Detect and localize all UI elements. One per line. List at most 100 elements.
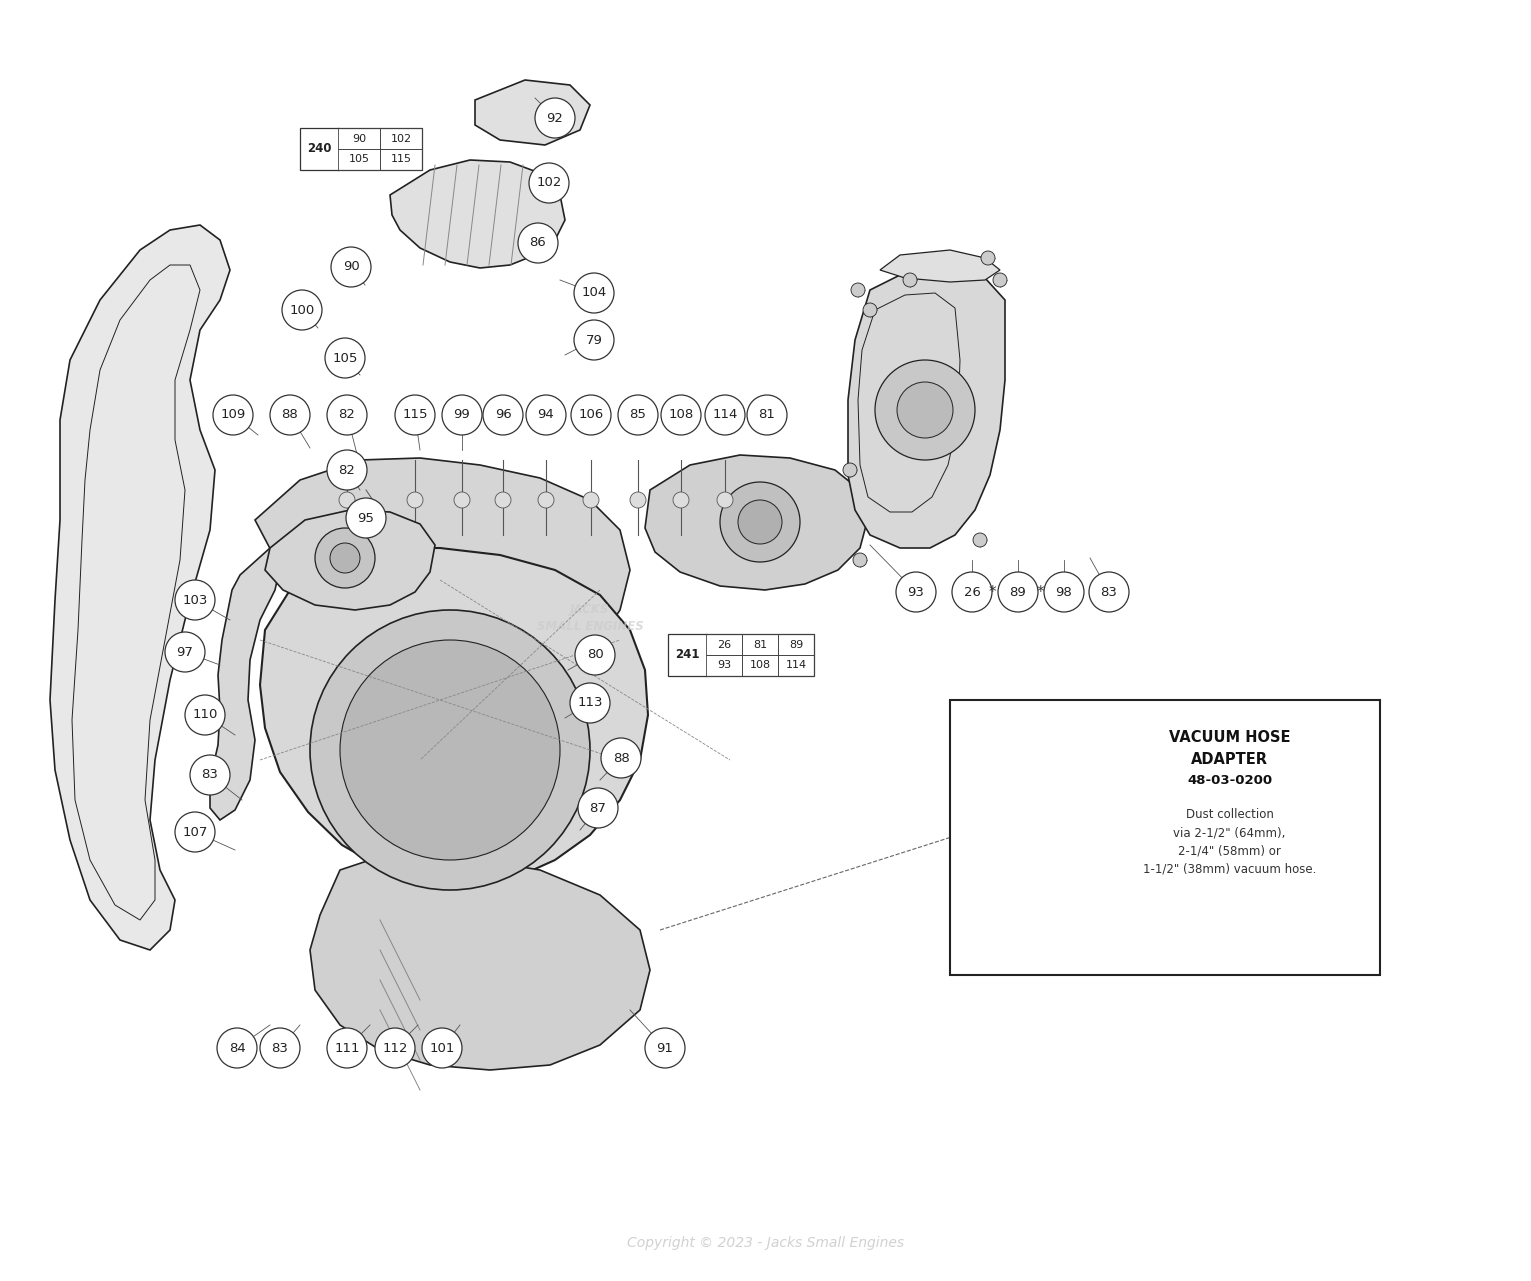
Circle shape <box>903 273 917 287</box>
Circle shape <box>213 395 253 436</box>
Circle shape <box>407 492 423 509</box>
Bar <box>743 655 778 676</box>
Text: Copyright © 2023 - Jacks Small Engines: Copyright © 2023 - Jacks Small Engines <box>626 1236 905 1250</box>
Text: 82: 82 <box>338 409 355 421</box>
Circle shape <box>994 273 1007 287</box>
Text: 96: 96 <box>495 409 511 421</box>
Bar <box>706 655 743 676</box>
Circle shape <box>395 395 435 436</box>
Text: 114: 114 <box>712 409 738 421</box>
Circle shape <box>217 1027 257 1068</box>
Circle shape <box>583 492 599 509</box>
Text: 102: 102 <box>390 133 412 143</box>
Circle shape <box>455 492 470 509</box>
Circle shape <box>175 812 214 852</box>
Circle shape <box>527 395 566 436</box>
Polygon shape <box>309 858 651 1070</box>
Text: Dust collection
via 2-1/2" (64mm),
2-1/4" (58mm) or
1-1/2" (38mm) vacuum hose.: Dust collection via 2-1/2" (64mm), 2-1/4… <box>1142 808 1317 875</box>
Circle shape <box>851 283 865 297</box>
Circle shape <box>175 580 214 620</box>
Polygon shape <box>260 548 648 885</box>
Circle shape <box>619 395 658 436</box>
Text: 89: 89 <box>1009 585 1026 598</box>
Polygon shape <box>51 225 230 951</box>
Circle shape <box>530 163 570 202</box>
Text: 48-03-0200: 48-03-0200 <box>1187 774 1272 787</box>
Bar <box>668 634 814 676</box>
Text: 83: 83 <box>1101 585 1118 598</box>
Circle shape <box>325 338 364 378</box>
Circle shape <box>897 382 952 438</box>
Circle shape <box>661 395 701 436</box>
Text: *: * <box>1036 584 1044 600</box>
Circle shape <box>340 640 560 860</box>
Text: 79: 79 <box>585 333 602 346</box>
Text: 80: 80 <box>586 648 603 661</box>
Text: 97: 97 <box>176 646 193 658</box>
Circle shape <box>328 1027 367 1068</box>
Text: 106: 106 <box>579 409 603 421</box>
Text: 86: 86 <box>530 237 547 250</box>
Bar <box>380 128 423 149</box>
Text: 114: 114 <box>785 661 807 670</box>
Polygon shape <box>210 548 282 820</box>
Circle shape <box>896 573 935 612</box>
Circle shape <box>185 696 225 735</box>
Bar <box>778 655 814 676</box>
Circle shape <box>574 273 614 313</box>
Text: *: * <box>987 584 995 600</box>
Circle shape <box>331 247 371 287</box>
Text: 90: 90 <box>352 133 366 143</box>
Circle shape <box>309 610 589 890</box>
Circle shape <box>747 395 787 436</box>
Polygon shape <box>848 268 1004 548</box>
Bar <box>743 634 778 655</box>
Circle shape <box>328 450 367 491</box>
Text: 88: 88 <box>282 409 299 421</box>
Text: 105: 105 <box>332 351 358 365</box>
Circle shape <box>495 492 511 509</box>
Circle shape <box>375 1027 415 1068</box>
Circle shape <box>1044 573 1084 612</box>
Circle shape <box>704 395 746 436</box>
Polygon shape <box>390 160 565 268</box>
Circle shape <box>602 738 641 778</box>
Circle shape <box>537 492 554 509</box>
Bar <box>706 634 743 655</box>
Text: 113: 113 <box>577 697 603 710</box>
Text: JACKS
SMALL ENGINES: JACKS SMALL ENGINES <box>537 603 643 633</box>
Text: 102: 102 <box>536 177 562 190</box>
Text: 103: 103 <box>182 593 208 606</box>
Circle shape <box>645 1027 684 1068</box>
Bar <box>338 149 380 170</box>
Polygon shape <box>645 455 868 591</box>
Circle shape <box>576 635 615 675</box>
Circle shape <box>579 788 619 828</box>
Circle shape <box>331 543 360 573</box>
Text: 100: 100 <box>289 304 315 316</box>
Text: 108: 108 <box>750 661 770 670</box>
Circle shape <box>629 492 646 509</box>
Text: 84: 84 <box>228 1041 245 1054</box>
Text: 115: 115 <box>390 155 412 164</box>
Text: 89: 89 <box>788 639 804 649</box>
Bar <box>300 128 423 170</box>
Text: 26: 26 <box>717 639 732 649</box>
Text: 87: 87 <box>589 802 606 815</box>
Polygon shape <box>475 79 589 145</box>
Circle shape <box>260 1027 300 1068</box>
Bar <box>951 699 1379 975</box>
Text: 91: 91 <box>657 1041 674 1054</box>
Circle shape <box>328 395 367 436</box>
Circle shape <box>1089 573 1128 612</box>
Circle shape <box>720 482 801 562</box>
Text: 85: 85 <box>629 409 646 421</box>
Text: ADAPTER: ADAPTER <box>1191 752 1268 767</box>
Circle shape <box>876 360 975 460</box>
Text: 94: 94 <box>537 409 554 421</box>
Circle shape <box>574 320 614 360</box>
Text: 112: 112 <box>383 1041 407 1054</box>
Circle shape <box>165 632 205 673</box>
Bar <box>380 149 423 170</box>
Text: 92: 92 <box>547 111 563 124</box>
